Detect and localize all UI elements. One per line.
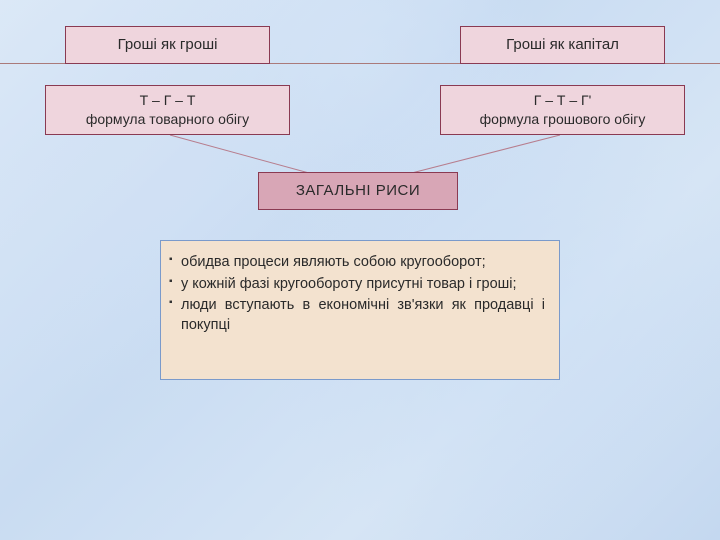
header-box-money-as-capital: Гроші як капітал: [460, 26, 665, 64]
features-list: обидва процеси являють собою кругооборот…: [167, 253, 545, 335]
header-box-money-as-money: Гроші як гроші: [65, 26, 270, 64]
header-right-label: Гроші як капітал: [506, 35, 619, 55]
formula-right-line1: Г – Т – Г': [534, 91, 592, 110]
header-left-label: Гроші як гроші: [118, 35, 218, 55]
formula-left-line2: формула товарного обігу: [86, 110, 249, 129]
formula-box-money: Г – Т – Г' формула грошового обігу: [440, 85, 685, 135]
list-item: обидва процеси являють собою кругооборот…: [167, 253, 545, 273]
formula-right-line2: формула грошового обігу: [480, 110, 646, 129]
list-item: у кожній фазі кругообороту присутні това…: [167, 275, 545, 295]
formula-box-commodity: Т – Г – Т формула товарного обігу: [45, 85, 290, 135]
features-box: обидва процеси являють собою кругооборот…: [160, 240, 560, 380]
common-traits-label: ЗАГАЛЬНІ РИСИ: [296, 181, 420, 201]
list-item: люди вступають в економічні зв'язки як п…: [167, 296, 545, 335]
formula-left-line1: Т – Г – Т: [140, 91, 196, 110]
common-traits-box: ЗАГАЛЬНІ РИСИ: [258, 172, 458, 210]
